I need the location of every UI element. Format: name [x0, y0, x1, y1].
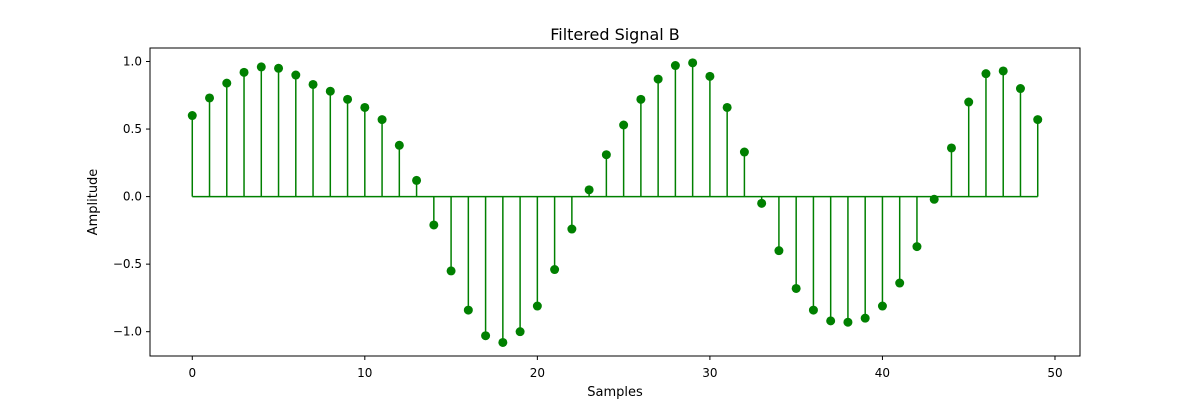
stem-marker [377, 115, 387, 125]
stem-lines [191, 62, 1039, 343]
stem-marker [256, 62, 266, 72]
stem-marker [826, 316, 836, 326]
stem-marker [325, 86, 335, 96]
stem-marker [308, 79, 318, 89]
x-tick-label: 20 [530, 366, 545, 380]
stem-marker [757, 198, 767, 208]
stem-marker [532, 301, 542, 311]
stem-marker [860, 313, 870, 323]
stem-marker [360, 102, 370, 112]
stem-marker [981, 69, 991, 79]
stem-marker [446, 266, 456, 276]
stem-marker [205, 93, 215, 103]
stem-marker [601, 150, 611, 160]
y-tick-label: −1.0 [113, 325, 142, 339]
x-tick-label: 40 [875, 366, 890, 380]
stem-marker [722, 102, 732, 112]
stem-marker [481, 331, 491, 341]
chart-title: Filtered Signal B [550, 25, 680, 44]
stem-marker [964, 97, 974, 107]
stem-marker [567, 224, 577, 234]
x-tick-label: 0 [188, 366, 196, 380]
stem-marker [774, 246, 784, 256]
x-tick-label: 30 [702, 366, 717, 380]
x-tick-label: 50 [1047, 366, 1062, 380]
stem-marker [1033, 115, 1043, 125]
y-tick-label: 0.5 [123, 122, 142, 136]
stem-marker [1015, 84, 1025, 94]
stem-marker [636, 94, 646, 104]
stem-marker [394, 140, 404, 150]
plot-area-frame [149, 47, 1081, 357]
x-axis-ticks: 0 10 20 30 40 50 [188, 356, 1063, 380]
stem-marker [274, 63, 284, 73]
stem-marker [429, 220, 439, 230]
stem-marker [912, 242, 922, 252]
stem-marker [653, 74, 663, 84]
stem-marker [584, 185, 594, 195]
stem-markers [187, 58, 1043, 347]
y-tick-label: 1.0 [123, 55, 142, 69]
stem-marker [688, 58, 698, 68]
y-tick-label: 0.0 [123, 190, 142, 204]
x-axis-label: Samples [587, 385, 643, 400]
stem-marker [412, 175, 422, 185]
stem-marker [843, 317, 853, 327]
stem-marker [239, 67, 249, 77]
stem-marker [998, 66, 1008, 76]
stem-marker [498, 337, 508, 347]
stem-marker [739, 147, 749, 157]
stem-marker [343, 94, 353, 104]
y-axis-label: Amplitude [86, 169, 101, 236]
y-tick-label: −0.5 [113, 257, 142, 271]
stem-marker [705, 71, 715, 81]
stem-marker [946, 143, 956, 153]
stem-marker [291, 70, 301, 80]
stem-marker [877, 301, 887, 311]
stem-marker [187, 111, 197, 121]
stem-marker [929, 194, 939, 204]
stem-marker [619, 120, 629, 130]
x-tick-label: 10 [357, 366, 372, 380]
stem-marker [515, 327, 525, 337]
stem-marker [808, 305, 818, 315]
y-axis-ticks: −1.0 −0.5 0.0 0.5 1.0 [113, 55, 150, 339]
stem-marker [222, 78, 232, 88]
stem-marker [463, 305, 473, 315]
stem-marker [791, 283, 801, 293]
stem-marker [670, 61, 680, 71]
stem-marker [895, 278, 905, 288]
stem-marker [550, 265, 560, 275]
